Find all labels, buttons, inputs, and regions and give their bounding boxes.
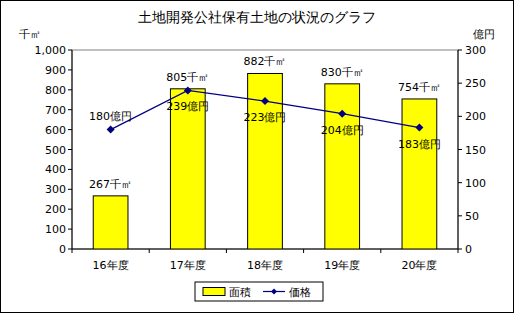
legend-box (195, 282, 323, 301)
y-tick-label: 900 (45, 64, 66, 77)
y-tick-label: 500 (45, 144, 66, 157)
marker (415, 124, 423, 132)
y-tick-label: 0 (59, 243, 66, 256)
y-axis (72, 50, 73, 249)
y2-tick-label: 50 (465, 210, 479, 223)
y-tick-label: 400 (45, 163, 66, 176)
data-label: 805千㎡ (166, 71, 209, 84)
bar (402, 99, 437, 249)
bar (325, 84, 360, 249)
y2-tick (458, 249, 462, 250)
legend-marker (271, 289, 277, 295)
legend-label: 価格 (289, 286, 311, 299)
y-tick-label: 800 (45, 84, 66, 97)
marker (338, 110, 346, 118)
x-tick-label: 19年度 (324, 259, 360, 272)
x-tick-label: 16年度 (93, 259, 129, 272)
x-tick (226, 249, 227, 253)
y-tick (68, 109, 72, 110)
chart: 土地開発公社保有土地の状況のグラフ千㎡億円0100200300400500600… (0, 0, 514, 313)
y2-tick (458, 149, 462, 150)
plot-marks (93, 73, 437, 249)
y-tick-label: 100 (45, 223, 66, 236)
chart-frame (1, 1, 514, 313)
data-label: 204億円 (321, 124, 364, 137)
y-tick-label: 300 (45, 183, 66, 196)
bar (93, 196, 128, 249)
y-tick-label: 200 (45, 203, 66, 216)
y-tick (68, 189, 72, 190)
y-tick-label: 700 (45, 104, 66, 117)
data-label: 830千㎡ (321, 66, 364, 79)
x-tick (303, 249, 304, 253)
y-tick-label: 600 (45, 124, 66, 137)
plot-frame (72, 50, 458, 249)
y2-tick-label: 100 (465, 177, 486, 190)
marker (261, 97, 269, 105)
y2-tick-label: 250 (465, 77, 486, 90)
y-tick (68, 249, 72, 250)
y2-tick (458, 83, 462, 84)
y2-tick-label: 300 (465, 44, 486, 57)
data-labels: 267千㎡ 805千㎡ 882千㎡ 830千㎡ 754千㎡ 180億円 239億円 223億円… (89, 55, 441, 190)
y2-tick (458, 50, 462, 51)
x-tick (72, 249, 73, 253)
data-label: 180億円 (89, 110, 132, 123)
x-tick-label: 18年度 (247, 259, 283, 272)
data-label: 754千㎡ (398, 81, 441, 94)
marker (184, 86, 192, 94)
title: 土地開発公社保有土地の状況のグラフ (138, 9, 376, 25)
x-tick (149, 249, 150, 253)
y2-tick (458, 215, 462, 216)
line (111, 90, 420, 129)
y2-tick (458, 116, 462, 117)
y-axis-label: 千㎡ (19, 28, 41, 41)
y2-axis-label: 億円 (473, 28, 495, 41)
data-label: 183億円 (398, 138, 441, 151)
marker (107, 126, 115, 134)
y-tick (68, 209, 72, 210)
x-tick (458, 249, 459, 253)
y-tick (68, 69, 72, 70)
data-label: 267千㎡ (89, 178, 132, 191)
x-tick (380, 249, 381, 253)
y2-tick-label: 0 (465, 243, 472, 256)
legend: 面積 価格 (195, 282, 323, 301)
x-tick-label: 20年度 (401, 259, 437, 272)
y-tick (68, 50, 72, 51)
y2-tick (458, 182, 462, 183)
legend-label: 面積 (229, 286, 251, 299)
x-tick-label: 17年度 (170, 259, 206, 272)
data-label: 882千㎡ (244, 55, 287, 68)
y-tick (68, 129, 72, 130)
y-tick (68, 229, 72, 230)
y-tick (68, 89, 72, 90)
y2-tick-label: 200 (465, 110, 486, 123)
y2-axis (458, 50, 459, 249)
y-tick (68, 169, 72, 170)
data-label: 239億円 (166, 100, 209, 113)
y-tick-label: 1,000 (35, 44, 67, 57)
legend-swatch (203, 288, 225, 296)
y2-tick-label: 150 (465, 144, 486, 157)
y-tick (68, 149, 72, 150)
data-label: 223億円 (244, 111, 287, 124)
